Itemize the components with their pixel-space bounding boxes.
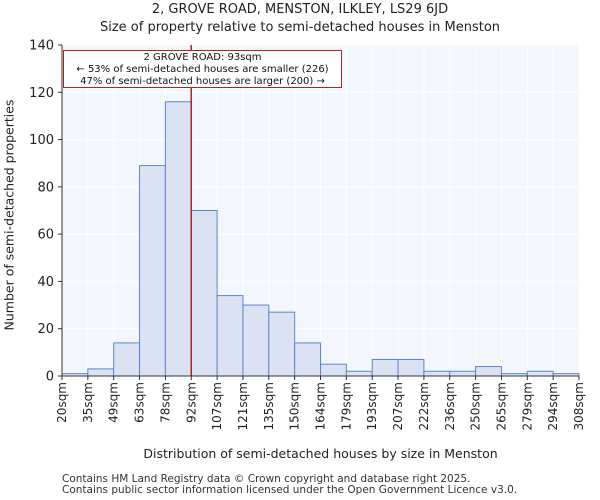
y-tick-label: 80 bbox=[37, 180, 54, 195]
chart-title: Size of property relative to semi-detach… bbox=[99, 20, 501, 35]
bar bbox=[294, 342, 321, 377]
annotation-line-3: 47% of semi-detached houses are larger (… bbox=[80, 76, 325, 87]
bar bbox=[268, 311, 296, 377]
x-tick-label: 265sqm bbox=[494, 382, 508, 430]
x-tick-label: 150sqm bbox=[288, 382, 302, 430]
bar bbox=[371, 358, 399, 377]
y-tick-label: 40 bbox=[37, 275, 54, 290]
bar bbox=[475, 366, 502, 377]
x-tick-label: 107sqm bbox=[210, 382, 224, 430]
bar bbox=[190, 210, 218, 377]
x-tick-label: 49sqm bbox=[107, 382, 121, 423]
y-tick-label: 140 bbox=[29, 39, 54, 54]
bar bbox=[449, 370, 477, 377]
x-tick-label: 179sqm bbox=[339, 382, 353, 430]
x-tick-label: 78sqm bbox=[158, 382, 172, 423]
x-tick-label: 121sqm bbox=[236, 382, 250, 430]
x-tick-label: 279sqm bbox=[520, 382, 534, 430]
y-tick-label: 0 bbox=[46, 370, 54, 385]
bar bbox=[397, 358, 425, 377]
x-tick-label: 35sqm bbox=[81, 382, 95, 423]
bar bbox=[345, 370, 373, 377]
y-axis-label: Number of semi-detached properties bbox=[1, 99, 17, 331]
x-tick-label: 20sqm bbox=[55, 382, 69, 423]
y-tick-labels: 0 20 40 60 80 100 120 140 bbox=[29, 39, 62, 385]
bar bbox=[423, 370, 451, 377]
bar bbox=[113, 342, 141, 377]
bar bbox=[87, 368, 115, 377]
y-tick-label: 20 bbox=[37, 322, 54, 337]
bars bbox=[61, 101, 580, 377]
bar bbox=[320, 363, 347, 377]
x-tick-labels: 20sqm 35sqm 49sqm 63sqm 78sqm 92sqm 107sqm 121s… bbox=[55, 376, 586, 430]
x-tick-label: 308sqm bbox=[572, 382, 586, 430]
annotation-line-2: ← 53% of semi-detached houses are smalle… bbox=[76, 64, 329, 75]
bar bbox=[526, 370, 554, 377]
bar bbox=[164, 101, 192, 377]
y-tick-label: 60 bbox=[37, 228, 54, 243]
bar bbox=[216, 295, 244, 377]
x-tick-label: 222sqm bbox=[417, 382, 431, 430]
x-tick-label: 135sqm bbox=[262, 382, 276, 430]
x-axis-label: Distribution of semi-detached houses by … bbox=[143, 446, 498, 461]
footer-line-2: Contains public sector information licen… bbox=[62, 484, 518, 496]
x-tick-label: 236sqm bbox=[443, 382, 457, 430]
y-tick-label: 100 bbox=[29, 133, 54, 148]
x-tick-label: 207sqm bbox=[391, 382, 405, 430]
chart-title-address: 2, GROVE ROAD, MENSTON, ILKLEY, LS29 6JD bbox=[151, 2, 449, 17]
annotation-box: 2 GROVE ROAD: 93sqm ← 53% of semi-detach… bbox=[63, 50, 342, 88]
y-tick-label: 120 bbox=[29, 86, 54, 101]
bar bbox=[139, 165, 166, 377]
x-tick-label: 164sqm bbox=[314, 382, 328, 430]
annotation-line-1: 2 GROVE ROAD: 93sqm bbox=[143, 52, 262, 63]
x-tick-label: 92sqm bbox=[184, 382, 198, 423]
x-tick-label: 193sqm bbox=[365, 382, 379, 430]
x-tick-label: 294sqm bbox=[546, 382, 560, 430]
x-tick-label: 250sqm bbox=[469, 382, 483, 430]
footer-line-1: Contains HM Land Registry data © Crown c… bbox=[62, 473, 471, 485]
x-tick-label: 63sqm bbox=[133, 382, 147, 423]
bar bbox=[242, 304, 270, 377]
